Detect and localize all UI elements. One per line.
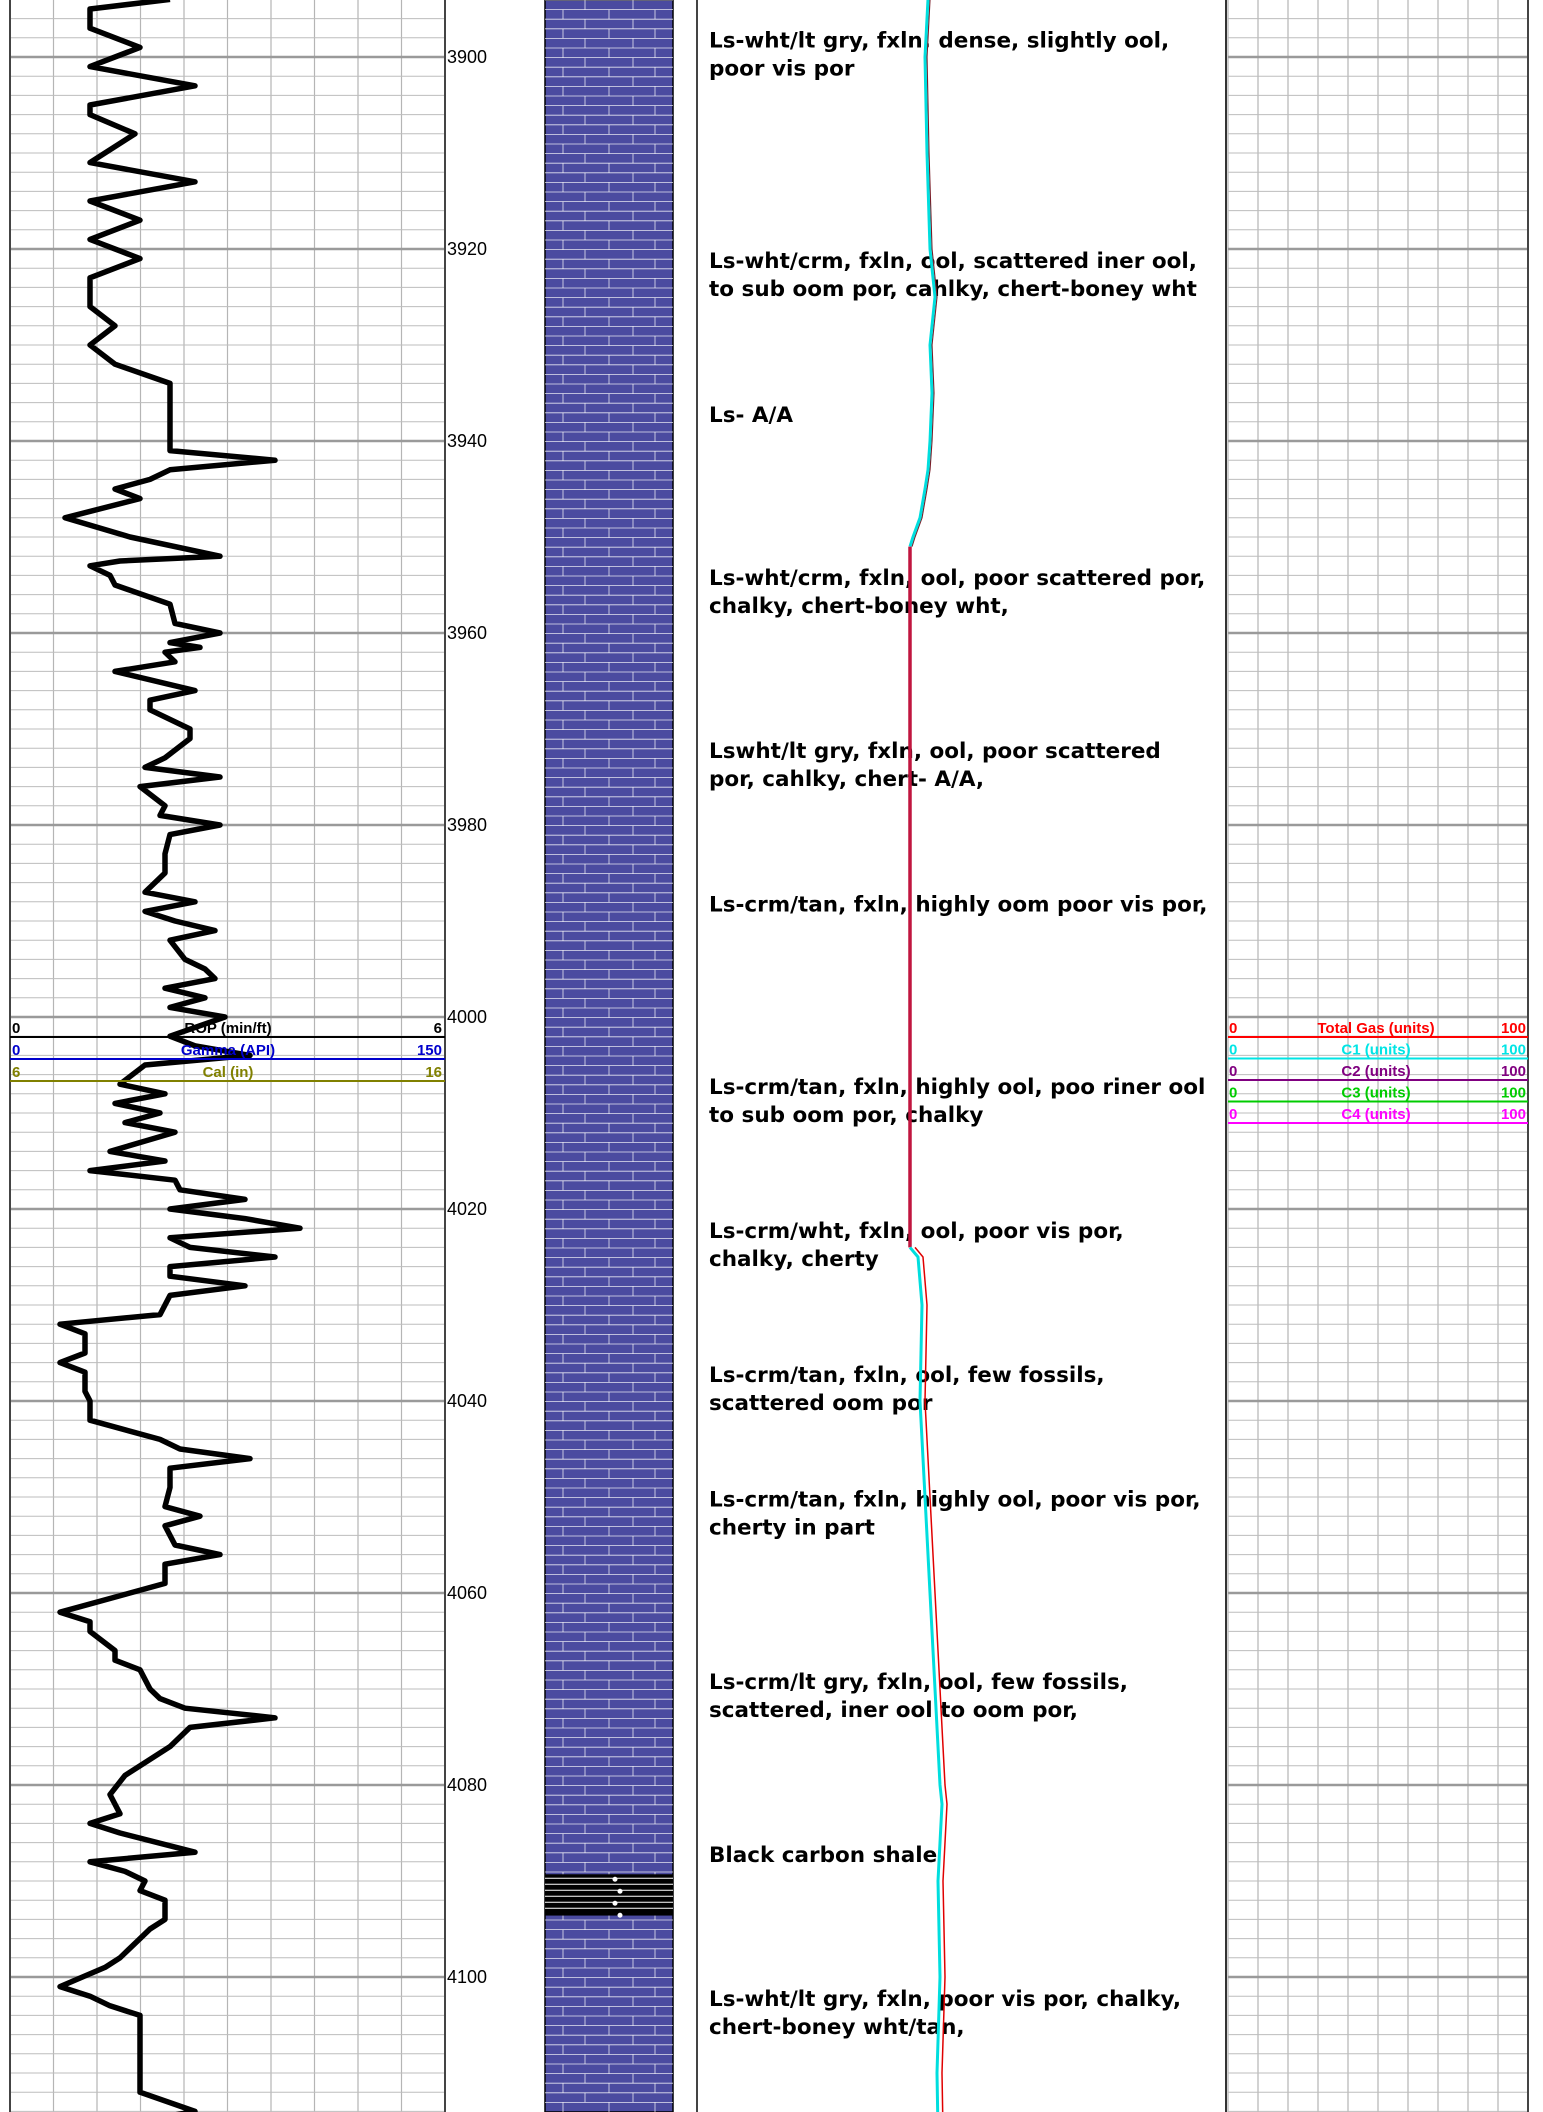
lithology-description: to sub oom por, chalky <box>709 1103 983 1128</box>
right-header-min: 0 <box>1229 1042 1237 1059</box>
depth-label: 3980 <box>447 815 487 835</box>
depth-label: 4060 <box>447 1583 487 1603</box>
lithology-description: to sub oom por, cahlky, chert-boney wht <box>709 277 1197 302</box>
lithology-description: Ls-crm/tan, fxln, highly ool, poor vis p… <box>709 1488 1201 1513</box>
right-header-min: 0 <box>1229 1106 1237 1123</box>
lithology-description: Ls-wht/crm, fxln, ool, scattered iner oo… <box>709 249 1197 274</box>
depth-label: 4000 <box>447 1007 487 1027</box>
lithology-column <box>544 0 674 2112</box>
lithology-description: Ls-crm/tan, fxln, highly oom poor vis po… <box>709 892 1207 917</box>
right-track-header: 0 Total Gas (units) 100 0 C1 (units) 100 0 C2 (… <box>1228 1020 1528 1124</box>
lithology-description: Ls-crm/wht, fxln, ool, poor vis por, <box>709 1219 1124 1244</box>
lithology-description: Ls- A/A <box>709 403 793 428</box>
rop-curve <box>57 0 303 2112</box>
right-header-label: C1 (units) <box>1341 1042 1410 1059</box>
right-header-max: 100 <box>1501 1042 1526 1059</box>
right-header-label: C4 (units) <box>1341 1106 1410 1123</box>
c2-curve <box>911 0 938 547</box>
shale-dot <box>617 1912 623 1918</box>
left-header-min: 0 <box>12 1020 20 1037</box>
shale-dot <box>612 1876 618 1882</box>
right-header-max: 100 <box>1501 1106 1526 1123</box>
left-header-min: 0 <box>12 1042 20 1059</box>
depth-label: 4020 <box>447 1199 487 1219</box>
depth-label: 4100 <box>447 1967 487 1987</box>
depth-label: 3900 <box>447 47 487 67</box>
right-header-max: 100 <box>1501 1063 1526 1080</box>
lithology-description: chalky, chert-boney wht, <box>709 594 1009 619</box>
lithology-description: por, cahlky, chert- A/A, <box>709 767 984 792</box>
right-header-min: 0 <box>1229 1085 1237 1102</box>
shale-dot <box>617 1888 623 1894</box>
depth-labels: 3900 3920 3940 3960 3980 4000 4020 4040 4060 4080… <box>447 47 487 1987</box>
depth-label: 3920 <box>447 239 487 259</box>
lithology-description: Ls-wht/crm, fxln, ool, poor scattered po… <box>709 566 1205 591</box>
right-header-label: Total Gas (units) <box>1317 1020 1434 1037</box>
lithology-description: Ls-wht/lt gry, fxln, dense, slightly ool… <box>709 28 1169 53</box>
lithology-description: Ls-crm/lt gry, fxln, ool, few fossils, <box>709 1670 1128 1695</box>
lithology-description: cherty in part <box>709 1516 875 1541</box>
left-header-max: 6 <box>434 1020 442 1037</box>
lithology-description: scattered, iner ool to oom por, <box>709 1698 1078 1723</box>
grid-lines <box>9 0 1529 2112</box>
lithology-description: chalky, cherty <box>709 1247 879 1272</box>
shale-band <box>545 1874 673 1916</box>
right-header-max: 100 <box>1501 1020 1526 1037</box>
right-header-min: 0 <box>1229 1020 1237 1037</box>
lithology-description: Ls-crm/tan, fxln, ool, few fossils, <box>709 1363 1105 1388</box>
depth-label: 4040 <box>447 1391 487 1411</box>
log-curves <box>57 0 948 2112</box>
right-header-label: C3 (units) <box>1341 1085 1410 1102</box>
lithology-description: Ls-crm/tan, fxln, highly ool, poo riner … <box>709 1075 1205 1100</box>
left-header-label: Gamma (API) <box>181 1042 275 1059</box>
depth-label: 3940 <box>447 431 487 451</box>
left-header-max: 16 <box>425 1064 442 1081</box>
lithology-description: Black carbon shale <box>709 1843 937 1868</box>
c1-curve <box>908 0 937 548</box>
right-header-min: 0 <box>1229 1063 1237 1080</box>
left-header-min: 6 <box>12 1064 20 1081</box>
lithology-description: chert-boney wht/tan, <box>709 2015 965 2040</box>
left-track-header: 0 ROP (min/ft) 6 0 Gamma (API) 150 6 Cal (in) 16 <box>10 1020 445 1082</box>
right-header-max: 100 <box>1501 1085 1526 1102</box>
depth-label: 3960 <box>447 623 487 643</box>
c1-curve <box>908 1246 944 2112</box>
lithology-description: scattered oom por <box>709 1391 933 1416</box>
total-gas-curve <box>914 1246 948 2112</box>
lithology-description: poor vis por <box>709 56 855 81</box>
shale-dot <box>612 1900 618 1906</box>
left-header-max: 150 <box>417 1042 442 1059</box>
lithology-description: Lswht/lt gry, fxln, ool, poor scattered <box>709 739 1161 764</box>
lithology-descriptions: Ls-wht/lt gry, fxln, dense, slightly ool… <box>709 28 1207 2039</box>
depth-label: 4080 <box>447 1775 487 1795</box>
left-header-label: Cal (in) <box>203 1064 254 1081</box>
left-header-label: ROP (min/ft) <box>184 1020 271 1037</box>
right-header-label: C2 (units) <box>1341 1063 1410 1080</box>
